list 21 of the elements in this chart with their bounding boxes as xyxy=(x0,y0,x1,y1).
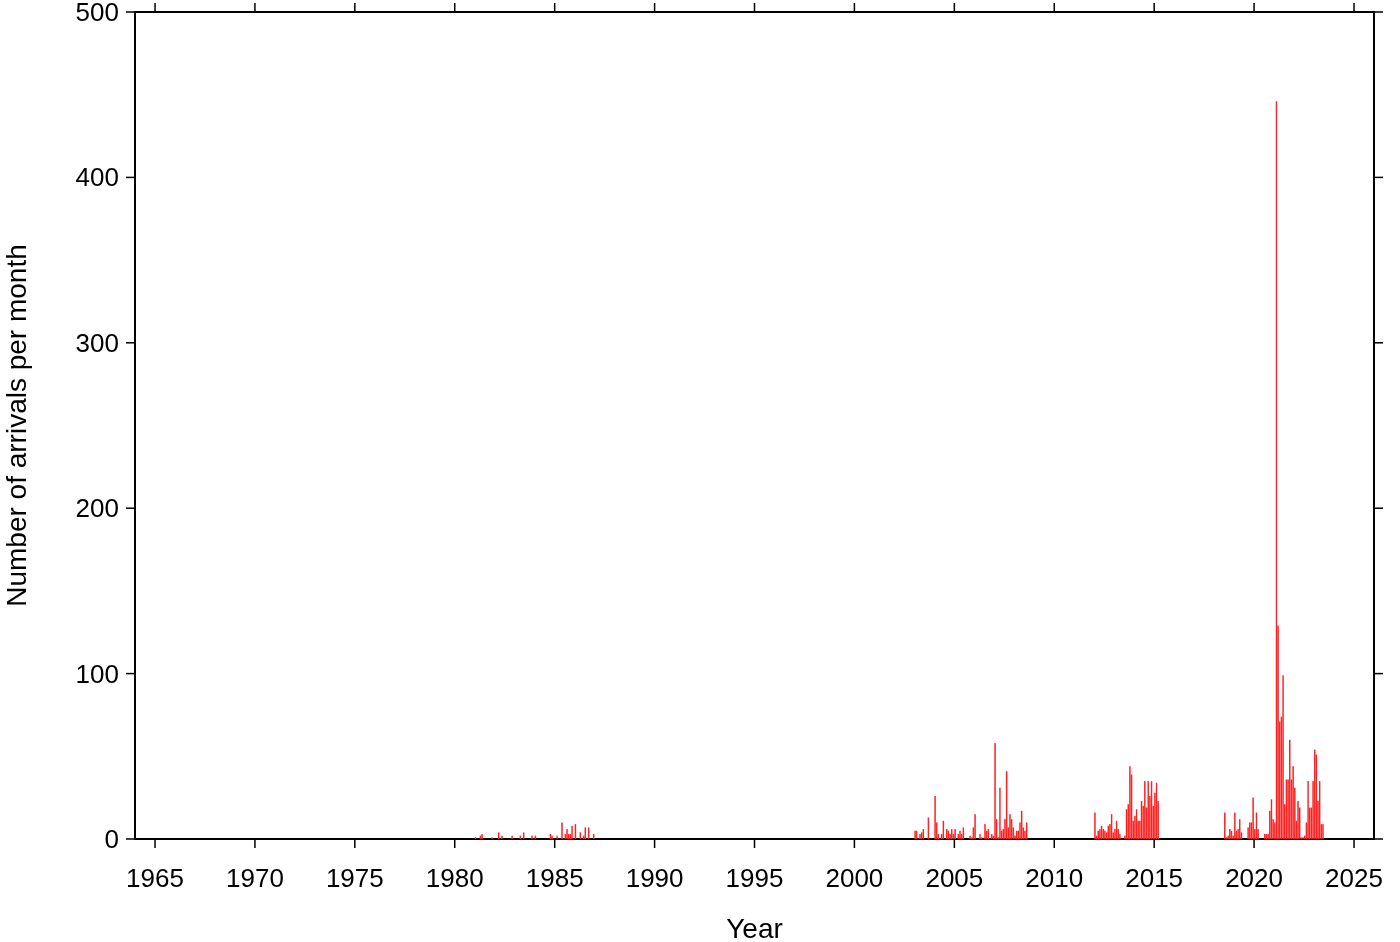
x-tick-label: 2020 xyxy=(1225,863,1283,893)
x-tick-label: 1985 xyxy=(525,863,584,893)
x-tick-label: 1970 xyxy=(226,863,284,893)
y-tick-label: 500 xyxy=(75,0,119,27)
x-tick-label: 2000 xyxy=(825,863,884,893)
y-tick-label: 300 xyxy=(75,327,119,358)
x-tick-label: 1990 xyxy=(625,863,684,893)
y-tick-label: 400 xyxy=(75,162,119,193)
x-tick-label: 2025 xyxy=(1325,863,1383,893)
y-axis-title: Number of arrivals per month xyxy=(1,244,32,607)
x-tick-label: 1980 xyxy=(425,863,484,893)
x-tick-label: 1995 xyxy=(725,863,784,893)
y-tick-label: 200 xyxy=(75,493,119,524)
x-tick-label: 2010 xyxy=(1025,863,1084,893)
y-tick-label: 100 xyxy=(75,658,119,689)
x-tick-label: 2015 xyxy=(1125,863,1184,893)
x-axis-title: Year xyxy=(726,913,783,942)
x-tick-label: 2005 xyxy=(925,863,984,893)
x-tick-label: 1965 xyxy=(126,863,184,893)
y-tick-label: 0 xyxy=(104,824,119,854)
x-tick-label: 1975 xyxy=(325,863,384,893)
